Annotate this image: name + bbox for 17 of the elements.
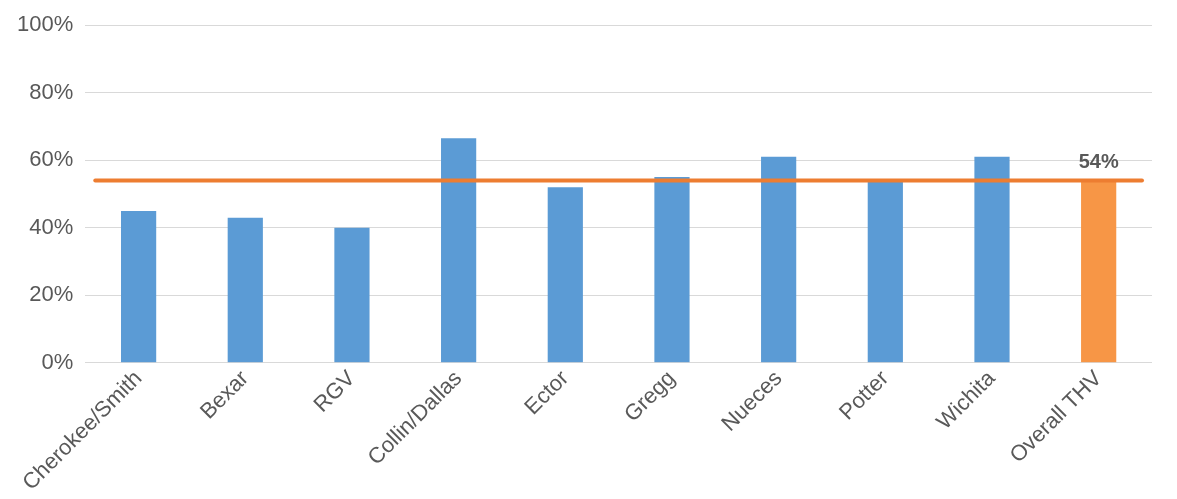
y-tick-label: 0% [41, 348, 74, 374]
bar [974, 156, 1010, 363]
bar [1081, 180, 1117, 363]
y-tick-label: 80% [29, 78, 74, 104]
bar [867, 180, 903, 363]
y-tick-label: 60% [29, 146, 74, 172]
data-label: 54% [1078, 150, 1119, 173]
bar [654, 177, 690, 363]
y-tick-label: 40% [29, 213, 74, 239]
bar [547, 187, 583, 363]
y-tick-label: 100% [16, 11, 74, 37]
bar [121, 210, 157, 363]
y-tick-label: 20% [29, 281, 74, 307]
bar [334, 227, 370, 363]
bar [441, 138, 477, 363]
bar [227, 217, 263, 363]
bar [761, 156, 797, 363]
